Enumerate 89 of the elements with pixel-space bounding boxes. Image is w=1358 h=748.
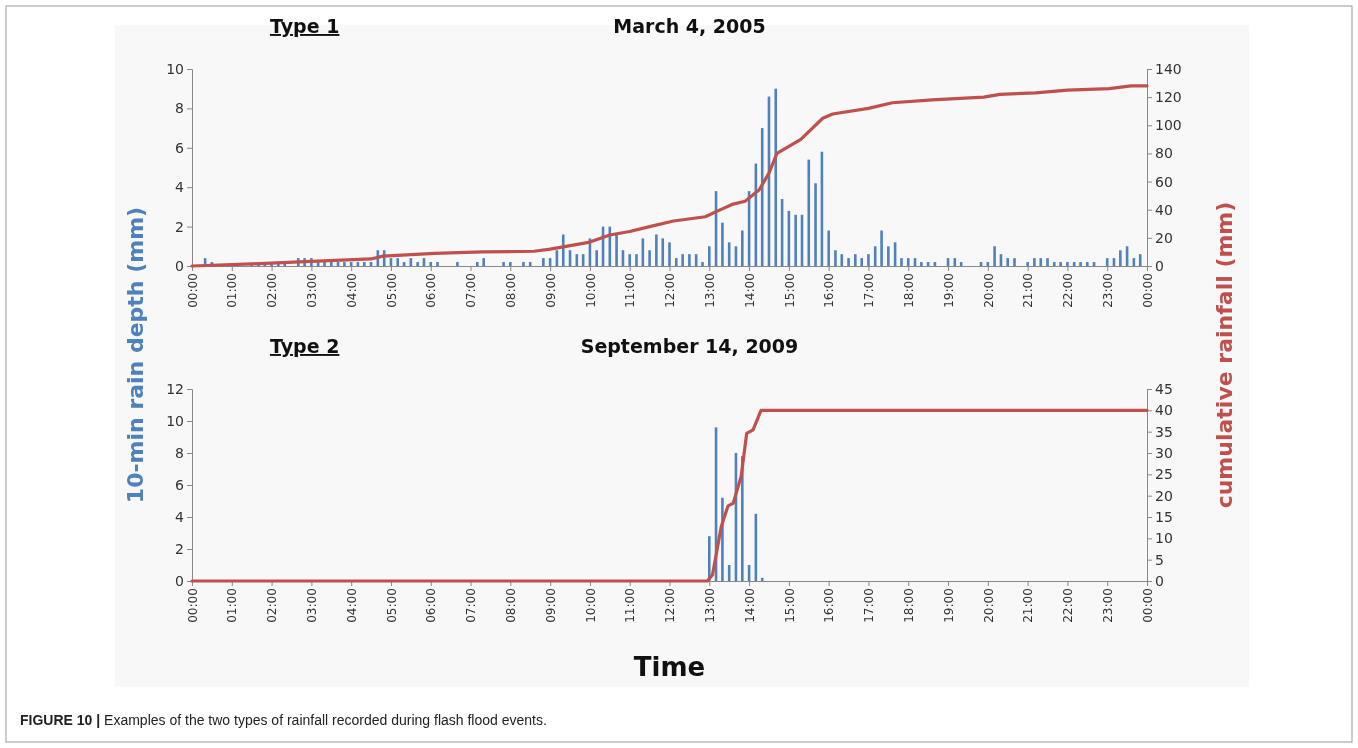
- x-tick-label: 01:00: [225, 588, 240, 623]
- y2-axis-title: cumulative rainfall (mm): [1212, 201, 1237, 509]
- y2-tick-label: 80: [1155, 145, 1173, 162]
- x-tick-label: 08:00: [504, 273, 519, 308]
- y-tick-label: 0: [175, 572, 184, 589]
- x-tick-label: 21:00: [1021, 273, 1036, 308]
- x-tick-label: 08:00: [504, 588, 519, 623]
- x-tick-label: 01:00: [225, 273, 240, 308]
- y2-tick-label: 0: [1155, 257, 1164, 274]
- x-tick-label: 20:00: [981, 273, 996, 308]
- x-tick-label: 12:00: [663, 588, 678, 623]
- x-tick-label: 15:00: [782, 273, 797, 308]
- x-tick-label: 14:00: [742, 588, 757, 623]
- x-tick-label: 07:00: [464, 273, 479, 308]
- x-tick-label: 22:00: [1061, 273, 1076, 308]
- x-tick-label: 09:00: [543, 273, 558, 308]
- y2-tick-label: 60: [1155, 173, 1173, 190]
- x-tick-label: 16:00: [822, 273, 837, 308]
- x-tick-label: 20:00: [981, 588, 996, 623]
- x-axis-title: Time: [633, 652, 706, 682]
- chart-title: March 4, 2005: [613, 15, 766, 37]
- y-tick-label: 12: [166, 380, 184, 397]
- x-tick-label: 07:00: [464, 588, 479, 623]
- y2-tick-label: 15: [1155, 508, 1173, 525]
- y-tick-label: 6: [175, 476, 185, 493]
- x-tick-label: 00:00: [1140, 273, 1155, 308]
- y-tick-label: 2: [175, 218, 184, 235]
- x-tick-label: 23:00: [1100, 273, 1115, 308]
- chart-subtitle: Type 2: [270, 335, 340, 357]
- y2-tick-label: 5: [1155, 551, 1164, 568]
- y2-tick-label: 20: [1155, 487, 1173, 504]
- x-tick-label: 03:00: [305, 588, 320, 623]
- caption: FIGURE 10 | Examples of the two types of rainfall recorded during flash flood events.: [20, 712, 547, 728]
- x-tick-label: 22:00: [1061, 588, 1076, 623]
- x-tick-label: 00:00: [1140, 588, 1155, 623]
- y-tick-label: 4: [175, 508, 185, 525]
- y-tick-label: 2: [175, 540, 184, 557]
- y2-tick-label: 0: [1155, 572, 1164, 589]
- y2-tick-label: 45: [1155, 380, 1173, 397]
- x-tick-label: 23:00: [1100, 588, 1115, 623]
- x-tick-label: 12:00: [663, 273, 678, 308]
- x-tick-label: 10:00: [583, 588, 598, 623]
- y-tick-label: 8: [175, 444, 184, 461]
- y2-tick-label: 35: [1155, 423, 1173, 440]
- x-tick-label: 17:00: [862, 273, 877, 308]
- x-tick-label: 05:00: [384, 588, 399, 623]
- y-tick-label: 10: [166, 412, 184, 429]
- chart-title: September 14, 2009: [580, 335, 799, 357]
- chart-subtitle: Type 1: [270, 15, 340, 37]
- y2-tick-label: 10: [1155, 530, 1173, 547]
- x-tick-label: 06:00: [424, 588, 439, 623]
- x-tick-label: 06:00: [424, 273, 439, 308]
- y2-tick-label: 40: [1155, 201, 1173, 218]
- y2-tick-label: 120: [1155, 89, 1182, 106]
- y2-tick-label: 20: [1155, 229, 1173, 246]
- x-tick-label: 00:00: [185, 273, 200, 308]
- x-tick-label: 04:00: [344, 588, 359, 623]
- x-tick-label: 05:00: [384, 273, 399, 308]
- x-tick-label: 00:00: [185, 588, 200, 623]
- x-tick-label: 17:00: [862, 588, 877, 623]
- x-tick-label: 19:00: [941, 588, 956, 623]
- x-tick-label: 18:00: [901, 588, 916, 623]
- x-tick-label: 03:00: [305, 273, 320, 308]
- x-tick-label: 13:00: [702, 273, 717, 308]
- x-tick-label: 11:00: [623, 273, 638, 308]
- y-axis-title: 10-min rain depth (mm): [123, 206, 148, 504]
- x-tick-label: 21:00: [1021, 588, 1036, 623]
- y2-tick-label: 40: [1155, 402, 1173, 419]
- y-tick-label: 8: [175, 100, 184, 117]
- x-tick-label: 04:00: [344, 273, 359, 308]
- y2-tick-label: 100: [1155, 117, 1182, 134]
- x-tick-label: 09:00: [543, 588, 558, 623]
- x-tick-label: 19:00: [941, 273, 956, 308]
- x-tick-label: 10:00: [583, 273, 598, 308]
- x-tick-label: 15:00: [782, 588, 797, 623]
- y-tick-label: 4: [175, 179, 185, 196]
- x-tick-label: 02:00: [265, 588, 280, 623]
- x-tick-label: 18:00: [901, 273, 916, 308]
- y2-tick-label: 140: [1155, 60, 1182, 77]
- x-tick-label: 11:00: [623, 588, 638, 623]
- y2-tick-label: 30: [1155, 444, 1173, 461]
- x-tick-label: 13:00: [702, 588, 717, 623]
- y-tick-label: 0: [175, 257, 184, 274]
- x-tick-label: 02:00: [265, 273, 280, 308]
- y-tick-label: 10: [166, 60, 184, 77]
- y-tick-label: 6: [175, 139, 185, 156]
- x-tick-label: 14:00: [742, 273, 757, 308]
- x-tick-label: 16:00: [822, 588, 837, 623]
- y2-tick-label: 25: [1155, 466, 1173, 483]
